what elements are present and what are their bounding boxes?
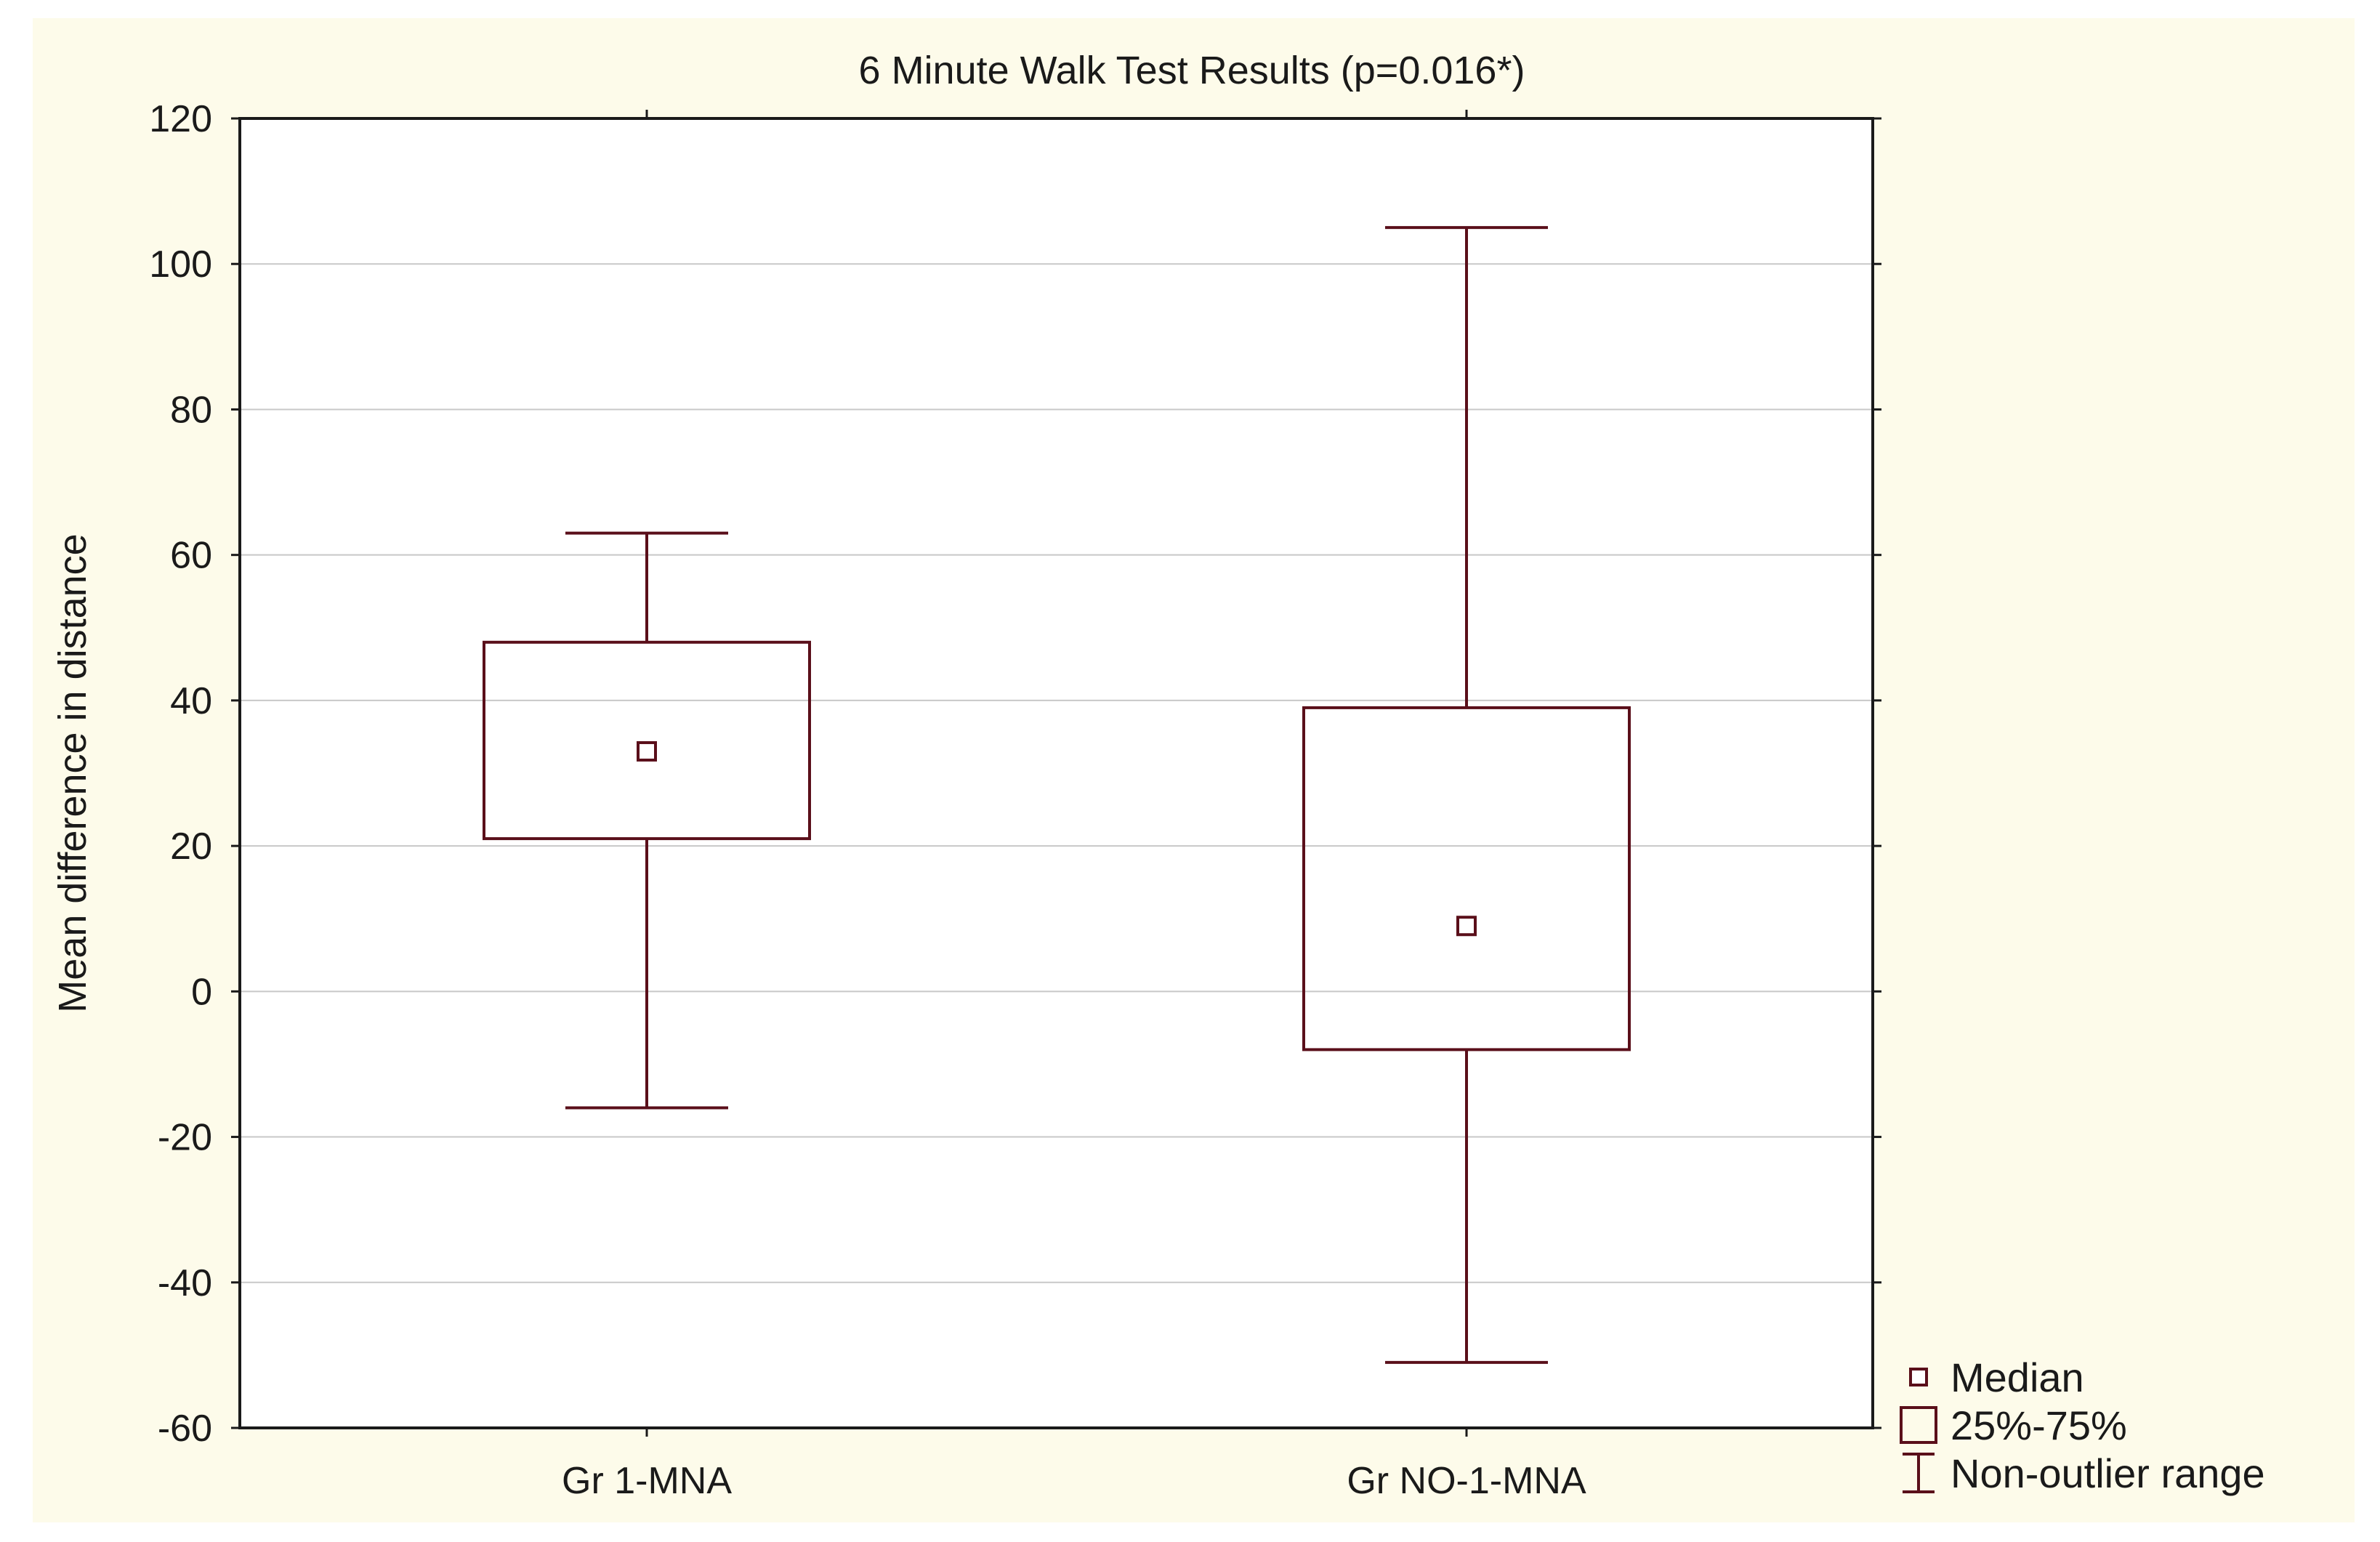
y-tick-label-2: 80 — [170, 389, 212, 431]
legend-box-symbol — [1900, 1406, 1937, 1444]
plot-frame — [238, 117, 1874, 1429]
y-axis-label: Mean difference in distance — [51, 533, 94, 1012]
y-tick-label-4: 40 — [170, 680, 212, 722]
x-tick-label-0: Gr 1-MNA — [562, 1460, 732, 1502]
median-marker-0 — [637, 740, 657, 762]
box-group-0 — [483, 531, 811, 1110]
legend-label-0: Median — [1951, 1355, 2084, 1400]
gridlines — [240, 263, 1873, 1283]
x-tick-label-1: Gr NO-1-MNA — [1347, 1460, 1586, 1502]
y-tick-label-5: 20 — [170, 826, 212, 868]
median-marker-1 — [1456, 916, 1477, 937]
y-tick-label-3: 60 — [170, 535, 212, 577]
y-tick-label-8: -40 — [158, 1262, 212, 1304]
box-series — [483, 226, 1631, 1364]
y-tick-label-9: -60 — [158, 1408, 212, 1450]
legend-item-0: Median — [1909, 1355, 2084, 1400]
x-axis-ticks: Gr 1-MNA Gr NO-1-MNA — [562, 110, 1586, 1502]
iqr-box-0 — [483, 640, 811, 841]
chart-title: 6 Minute Walk Test Results (p=0.016*) — [859, 49, 1525, 92]
y-tick-label-7: -20 — [158, 1117, 212, 1159]
y-tick-label-6: 0 — [191, 971, 212, 1013]
legend-item-1: 25%-75% — [1900, 1402, 2127, 1448]
y-tick-label-0: 120 — [149, 98, 212, 140]
y-tick-label-1: 100 — [149, 243, 212, 286]
legend-item-2: Non-outlier range — [1903, 1450, 2265, 1496]
iqr-box-1 — [1302, 706, 1631, 1051]
plot-area — [240, 118, 1873, 1428]
box-group-1 — [1302, 226, 1631, 1364]
y-axis-ticks: 120 100 80 60 40 20 0 -20 -40 -60 — [149, 98, 1881, 1450]
legend-label-1: 25%-75% — [1951, 1402, 2127, 1448]
legend-label-2: Non-outlier range — [1951, 1450, 2265, 1496]
legend-median-symbol — [1909, 1368, 1928, 1386]
